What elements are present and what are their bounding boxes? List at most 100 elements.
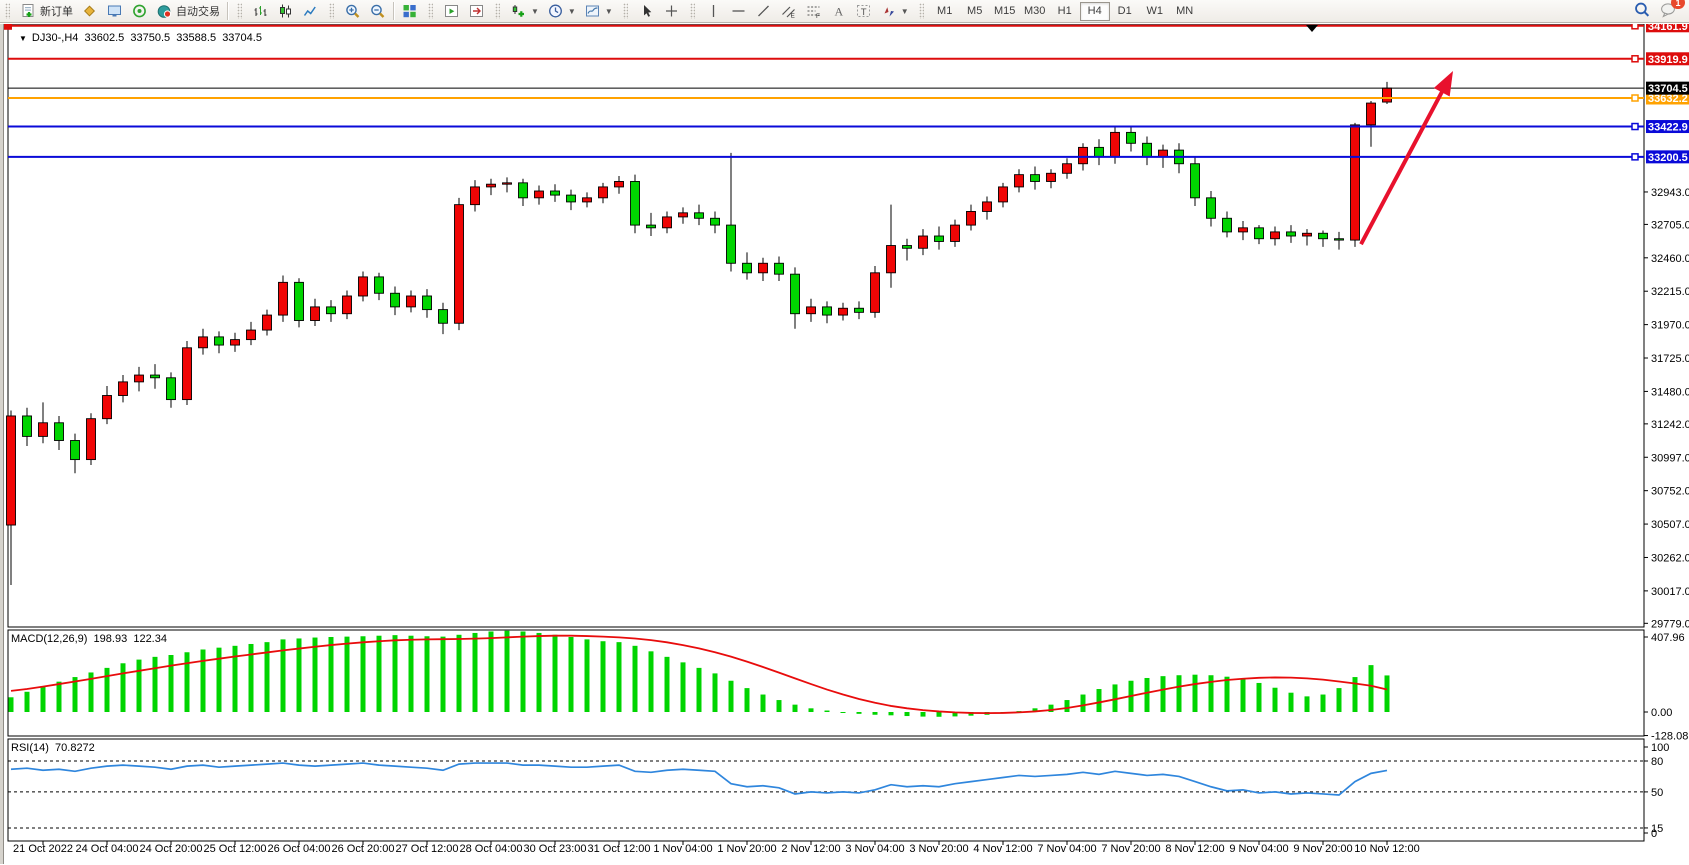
- timeframe-w1-button[interactable]: W1: [1146, 5, 1163, 17]
- timeframe-d1-button[interactable]: D1: [1117, 5, 1132, 17]
- line-handle[interactable]: [1631, 24, 1639, 30]
- macd-histogram-bar: [200, 649, 206, 712]
- toolbar-grip[interactable]: [237, 3, 242, 19]
- candle-body: [1270, 231, 1280, 240]
- zoom-in-button[interactable]: [340, 1, 365, 21]
- arrows-button[interactable]: ▼: [876, 1, 913, 21]
- auto-scroll-button[interactable]: [439, 1, 464, 21]
- horizontal-line-button[interactable]: [726, 1, 751, 21]
- candlestick-chart-button[interactable]: [273, 1, 298, 21]
- trend-arrow[interactable]: [1359, 82, 1449, 246]
- dropdown-caret-icon[interactable]: ▼: [531, 6, 539, 16]
- toolbar-grip[interactable]: [689, 3, 695, 19]
- macd-histogram-bar: [1272, 687, 1278, 712]
- macd-histogram-bar: [1064, 700, 1070, 712]
- macd-indicator-label: MACD(12,26,9) 198.93 122.34: [11, 633, 167, 645]
- bar-chart-button[interactable]: [248, 1, 273, 21]
- symbol-period: DJ30-,H4: [31, 32, 79, 44]
- candle-body: [1366, 102, 1376, 126]
- date-axis-label: 9 Nov 04:00: [1229, 843, 1288, 855]
- candle-body: [1046, 172, 1056, 182]
- candle-body: [502, 182, 512, 185]
- candle-body: [166, 377, 176, 401]
- macd-histogram-bar: [648, 651, 654, 712]
- rsi-pane[interactable]: [7, 738, 1645, 842]
- line-handle[interactable]: [1631, 153, 1639, 161]
- line-chart-button[interactable]: [298, 1, 323, 21]
- date-axis-label: 30 Oct 23:00: [524, 843, 587, 855]
- main-pane[interactable]: [7, 24, 1645, 628]
- tile-windows-button[interactable]: [397, 1, 422, 21]
- chevron-down-icon[interactable]: ▼: [19, 34, 27, 43]
- price-level-label-bg: [1646, 120, 1689, 134]
- timeframe-m1-button[interactable]: M1: [937, 5, 953, 17]
- templates-button[interactable]: ▼: [580, 1, 617, 21]
- timeframe-m30-button[interactable]: M30: [1023, 5, 1046, 17]
- ohlc-high: 33750.5: [130, 32, 171, 44]
- search-icon: [1635, 2, 1650, 17]
- toolbar-grip[interactable]: [495, 3, 500, 19]
- timeframe-m15-button[interactable]: M15: [993, 5, 1016, 17]
- price-chart[interactable]: 32943.0 32705.0 32460.0 32215.0 31970.0 31725…: [3, 24, 1689, 865]
- macd-histogram-bar: [8, 697, 14, 712]
- line-handle[interactable]: [1631, 122, 1639, 131]
- chart-shift-button[interactable]: [464, 1, 489, 21]
- toolbar-grip[interactable]: [622, 3, 628, 19]
- macd-histogram-bar: [1304, 696, 1310, 712]
- macd-histogram-bar: [488, 631, 494, 712]
- trendline-button[interactable]: [751, 1, 776, 21]
- new-chart-button[interactable]: ▼: [506, 1, 543, 21]
- scroll-position-marker-icon[interactable]: [1306, 25, 1318, 32]
- market-watch-button[interactable]: [77, 1, 102, 21]
- macd-histogram-bar: [1208, 675, 1214, 712]
- macd-histogram-bar: [24, 691, 30, 712]
- timeframe-mn-button[interactable]: MN: [1176, 5, 1194, 17]
- candle-body: [150, 374, 160, 379]
- line-handle[interactable]: [1631, 94, 1639, 102]
- date-axis-label: 26 Oct 20:00: [332, 843, 395, 855]
- toolbar-grip[interactable]: [329, 3, 334, 19]
- cursor-icon: [643, 5, 652, 17]
- data-window-button[interactable]: [102, 1, 127, 21]
- macd-histogram-bar: [344, 636, 350, 712]
- timeframe-m5-button[interactable]: M5: [967, 5, 983, 17]
- macd-histogram-bar: [1144, 677, 1150, 712]
- dropdown-caret-icon[interactable]: ▼: [567, 6, 576, 16]
- candle-body: [1382, 87, 1392, 103]
- text-button[interactable]: A: [826, 1, 851, 21]
- new-order-button[interactable]: 新订单: [16, 1, 77, 21]
- macd-histogram-bar: [88, 672, 94, 712]
- line-handle[interactable]: [1631, 55, 1639, 63]
- vertical-line-button[interactable]: [701, 1, 726, 21]
- signals-button[interactable]: [127, 1, 152, 21]
- toolbar-grip[interactable]: [918, 3, 924, 19]
- toolbar-grip[interactable]: [5, 3, 10, 19]
- crosshair-button[interactable]: [659, 1, 684, 21]
- periods-button[interactable]: ▼: [543, 1, 580, 21]
- cursor-button[interactable]: [634, 1, 659, 21]
- macd-histogram-bar: [1192, 674, 1198, 712]
- notifications-button[interactable]: 1: [1659, 0, 1685, 21]
- macd-axis-tick-label: 0.00: [1651, 707, 1672, 719]
- arrows-icon: [884, 7, 894, 17]
- dropdown-caret-icon[interactable]: ▼: [604, 6, 613, 16]
- macd-histogram-bar: [824, 710, 830, 712]
- text-label-button[interactable]: T: [851, 1, 876, 21]
- tiles-icon: [403, 5, 416, 18]
- channel-button[interactable]: E: [776, 1, 801, 21]
- fibonacci-button[interactable]: F: [801, 1, 826, 21]
- autotrading-button[interactable]: 自动交易: [152, 1, 224, 21]
- macd-histogram-bar: [1240, 679, 1246, 712]
- bars-icon: [254, 6, 267, 16]
- search-button[interactable]: [1633, 1, 1651, 21]
- price-axis-tick-label: 32705.0: [1651, 219, 1689, 231]
- zoom-out-button[interactable]: [365, 1, 390, 21]
- macd-histogram-bar: [440, 636, 446, 712]
- timeframe-h1-button[interactable]: H1: [1057, 5, 1072, 17]
- timeframe-h4-button[interactable]: H4: [1079, 1, 1110, 21]
- toolbar-grip[interactable]: [428, 3, 433, 19]
- line-handle[interactable]: [4, 24, 12, 30]
- candle-body: [1238, 227, 1248, 233]
- dropdown-caret-icon[interactable]: ▼: [900, 6, 909, 16]
- macd-histogram-bar: [184, 652, 190, 712]
